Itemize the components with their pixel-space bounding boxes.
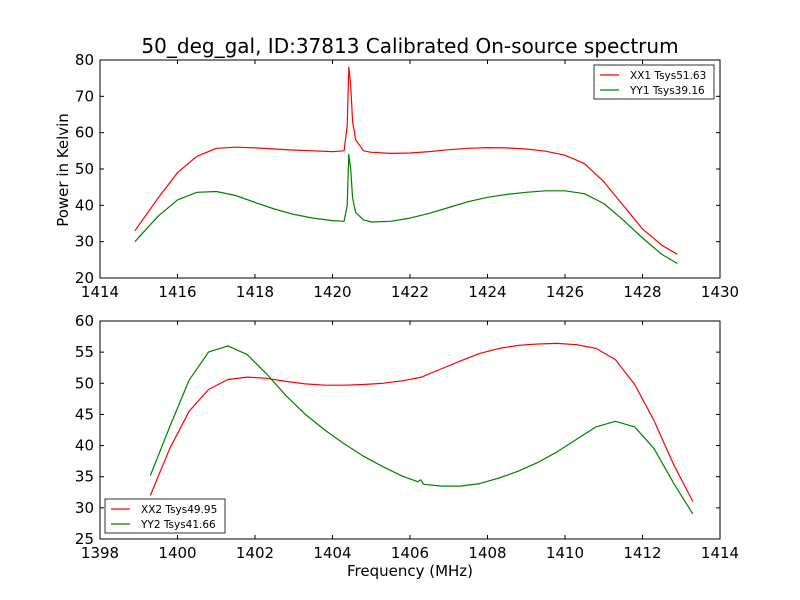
legend: XX2 Tsys49.95 YY2 Tsys41.66 (104, 498, 226, 534)
y-tick-label: 25 (75, 530, 94, 548)
series-line-2 (149, 345, 694, 515)
bottom-panel: 1398 1400 1402 1404 1406 1408 1410 1412 1414 25 30… (75, 312, 739, 562)
y-tick-label: 55 (75, 343, 94, 361)
x-tick-label: 1398 (81, 544, 119, 562)
x-tick-label: 1422 (391, 283, 429, 301)
x-tick-label: 1410 (546, 544, 584, 562)
x-tick-label: 1428 (623, 283, 661, 301)
y-tick-label: 60 (75, 312, 94, 330)
legend-entry: YY1 Tsys39.16 (629, 85, 705, 97)
y-tick-label: 50 (75, 160, 94, 178)
y-tick-label: 20 (75, 269, 94, 287)
legend-box (104, 498, 226, 534)
series-line-1 (149, 342, 694, 502)
x-tick-label: 1416 (158, 283, 196, 301)
series-line-1 (134, 66, 678, 255)
y-tick-label: 80 (75, 51, 94, 69)
legend-entry: XX1 Tsys51.63 (630, 70, 706, 82)
x-tick-label: 1414 (81, 283, 119, 301)
legend-entry: YY2 Tsys41.66 (140, 519, 216, 531)
x-axis-label: Frequency (MHz) (347, 562, 473, 580)
x-tick-label: 1420 (313, 283, 351, 301)
series-line-2 (134, 153, 678, 265)
y-tick-label: 40 (75, 196, 94, 214)
y-tick-label: 30 (75, 499, 94, 517)
top-panel: 1414 1416 1418 1420 1422 1424 1426 1428 1430 20 30… (75, 51, 739, 301)
x-tick-label: 1414 (701, 544, 739, 562)
y-tick-label: 45 (75, 405, 94, 423)
x-tick-label: 1418 (236, 283, 274, 301)
legend-entry: XX2 Tsys49.95 (141, 504, 217, 516)
x-tick-label: 1402 (236, 544, 274, 562)
x-tick-label: 1400 (158, 544, 196, 562)
legend: XX1 Tsys51.63 YY1 Tsys39.16 (593, 64, 715, 100)
y-axis-label: Power in Kelvin (54, 113, 72, 227)
y-tick-label: 35 (75, 468, 94, 486)
x-tick-label: 1424 (468, 283, 506, 301)
x-tick-label: 1406 (391, 544, 429, 562)
y-tick-label: 40 (75, 437, 94, 455)
legend-box (593, 64, 715, 100)
y-tick-label: 60 (75, 124, 94, 142)
y-tick-label: 50 (75, 374, 94, 392)
chart-title: 50_deg_gal, ID:37813 Calibrated On-sourc… (141, 34, 678, 58)
x-tick-label: 1404 (313, 544, 351, 562)
x-tick-label: 1426 (546, 283, 584, 301)
x-tick-label: 1430 (701, 283, 739, 301)
x-tick-label: 1412 (623, 544, 661, 562)
y-tick-label: 30 (75, 233, 94, 251)
x-tick-label: 1408 (468, 544, 506, 562)
y-tick-label: 70 (75, 87, 94, 105)
